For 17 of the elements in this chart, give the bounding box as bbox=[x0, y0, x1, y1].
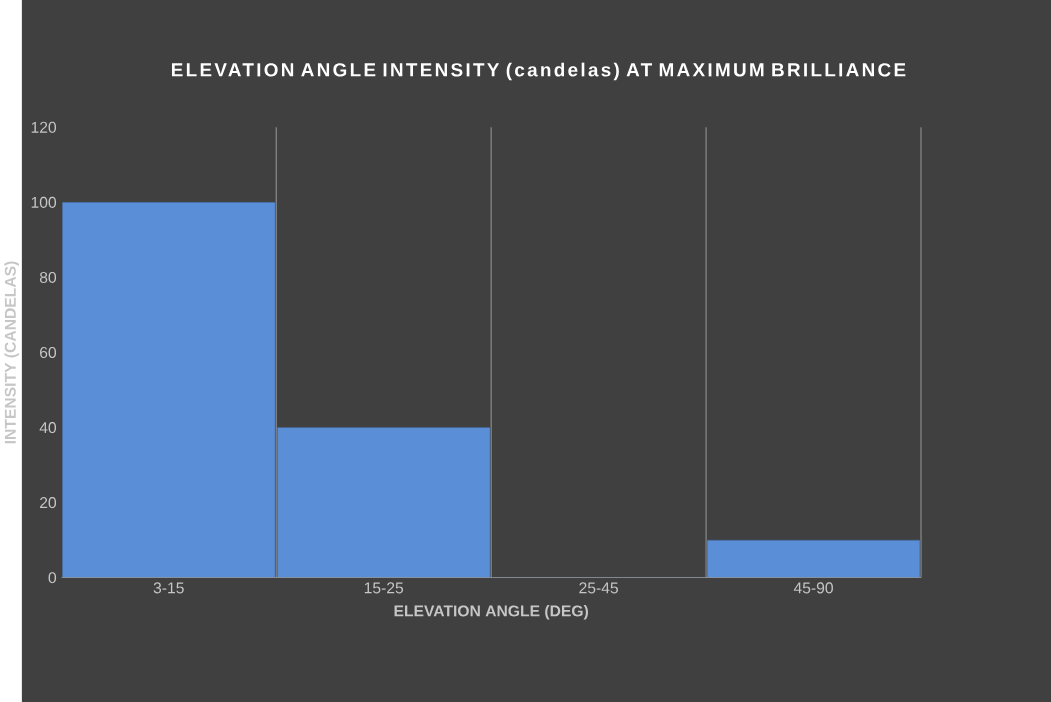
y-tick-label: 60 bbox=[40, 346, 57, 359]
y-tick-label: 80 bbox=[39, 271, 57, 283]
chart-title: ELEVATION ANGLE INTENSITY (candelas) AT MAXIMUM BRILLIANCE bbox=[171, 62, 906, 81]
y-tick-label: 20 bbox=[40, 497, 57, 509]
y-axis-title: INTENSITY (CANDELAS) bbox=[4, 261, 19, 444]
y-tick-label: 40 bbox=[39, 422, 57, 434]
y-tick-label: 120 bbox=[31, 121, 57, 133]
x-axis-title: ELEVATION ANGLE (DEG) bbox=[394, 604, 589, 620]
x-tick-label: 25-45 bbox=[579, 582, 618, 594]
y-tick-label: 100 bbox=[31, 196, 57, 208]
x-tick-label: 3-15 bbox=[153, 582, 184, 594]
x-tick-label: 45-90 bbox=[793, 582, 833, 594]
y-tick-label: 0 bbox=[48, 572, 57, 584]
bar bbox=[706, 539, 921, 578]
bar bbox=[62, 202, 276, 578]
bar bbox=[277, 427, 491, 578]
x-tick-label: 15-25 bbox=[364, 582, 404, 594]
